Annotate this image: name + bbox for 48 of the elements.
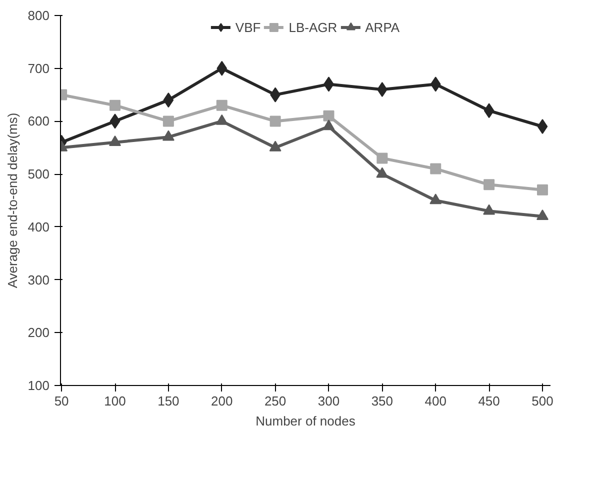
point [216, 60, 228, 76]
point [216, 100, 228, 111]
point [269, 140, 282, 152]
x-tick-label: 100 [104, 394, 126, 408]
point [377, 82, 388, 97]
point [109, 136, 122, 146]
x-tick-label: 300 [318, 394, 340, 408]
legend-label: ARPA [365, 20, 400, 34]
x-tick-label: 500 [532, 394, 554, 408]
point [537, 119, 548, 134]
y-tick-label: 600 [28, 114, 50, 129]
point [322, 120, 335, 130]
x-tick-label: 250 [264, 394, 286, 408]
legend-label: LB-AGR [288, 20, 338, 34]
point [484, 103, 494, 118]
point [216, 114, 228, 125]
point [536, 184, 548, 196]
point [270, 116, 281, 127]
point [163, 92, 174, 108]
point [430, 76, 441, 92]
x-axis-title: Number of nodes [256, 414, 356, 428]
y-tick-label: 100 [28, 378, 50, 393]
x-tick-label: 450 [478, 394, 500, 408]
y-tick-label: 300 [28, 272, 50, 288]
point [376, 152, 388, 164]
legend-label: VBF [235, 20, 261, 34]
point [536, 210, 548, 220]
y-tick-label: 700 [28, 60, 50, 76]
x-tick-label: 150 [158, 394, 180, 408]
point [110, 114, 120, 129]
point [162, 116, 174, 127]
point [110, 100, 121, 111]
point [162, 130, 174, 141]
x-tick-label: 350 [371, 394, 394, 408]
x-tick-label: 200 [211, 394, 233, 408]
point [483, 204, 496, 215]
point [376, 167, 388, 178]
y-tick-label: 400 [28, 219, 50, 234]
point [430, 163, 442, 174]
y-axis-title: Average end-to-end delay(ms) [4, 112, 20, 288]
point [323, 110, 334, 122]
y-tick-label: 800 [28, 8, 50, 23]
x-tick-label: 50 [54, 394, 69, 408]
y-tick-label: 500 [28, 166, 50, 182]
point [484, 179, 495, 190]
point [430, 194, 442, 204]
x-tick-label: 400 [424, 394, 446, 408]
y-tick-label: 200 [28, 325, 50, 340]
